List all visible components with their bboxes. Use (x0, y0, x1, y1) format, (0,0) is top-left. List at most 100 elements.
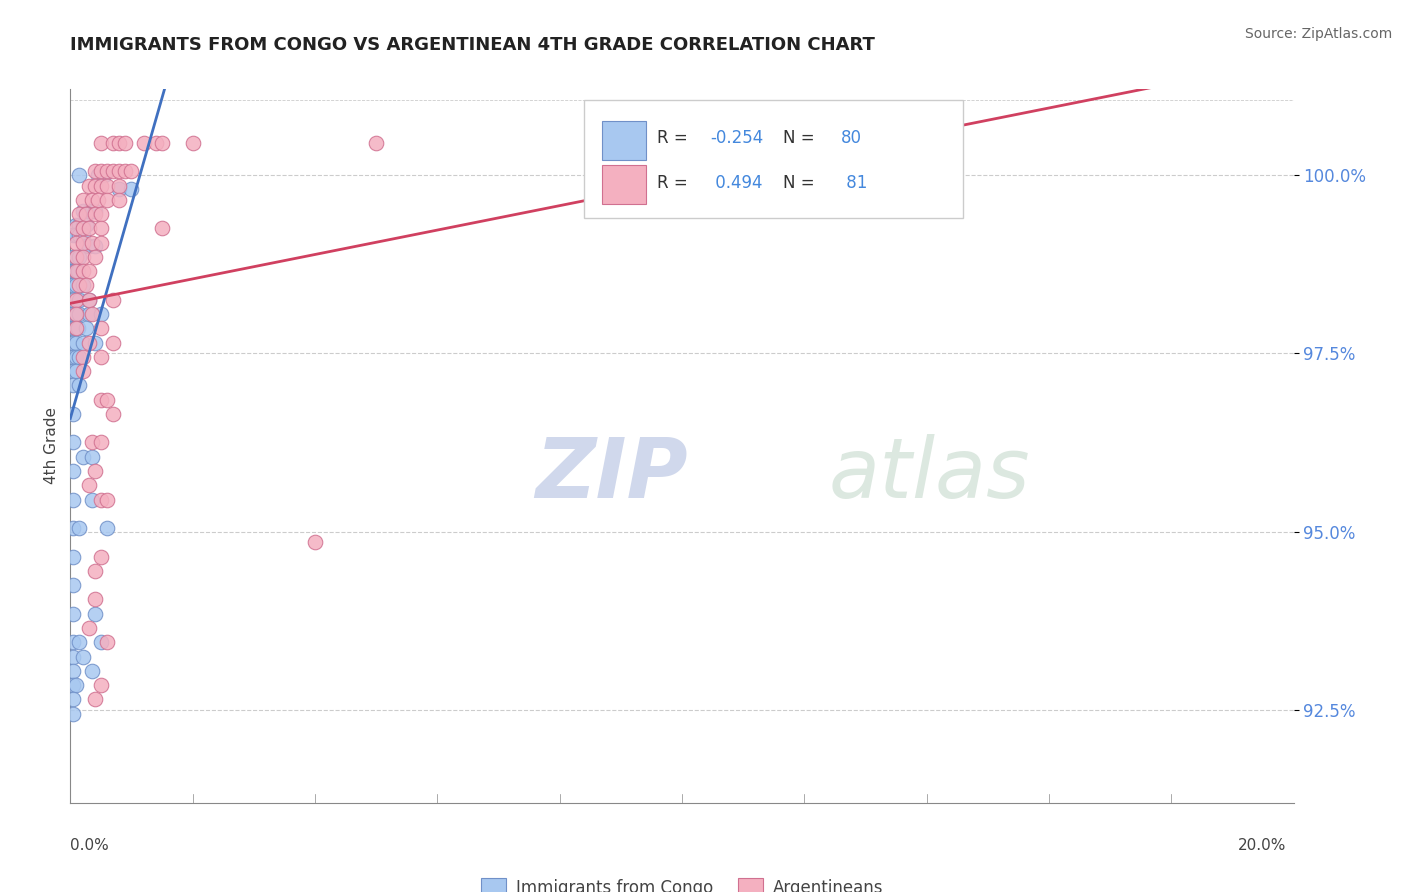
Point (101, 293, 124, 307)
Point (96, 193, 118, 207)
Point (75, 218, 97, 232)
Point (114, 164, 136, 178)
Point (62, 264, 84, 278)
FancyBboxPatch shape (583, 100, 963, 218)
Point (72, 450, 94, 464)
Point (62, 492, 84, 507)
Point (93, 168, 115, 182)
Point (62, 335, 84, 350)
Point (65, 678, 87, 692)
Point (62, 307, 84, 321)
Text: Source: ZipAtlas.com: Source: ZipAtlas.com (1244, 27, 1392, 41)
Point (69, 521, 91, 535)
Point (72, 250, 94, 264)
Point (66, 321, 89, 335)
Point (63, 321, 86, 335)
Y-axis label: 4th Grade: 4th Grade (44, 408, 59, 484)
Point (108, 164, 131, 178)
Point (96, 492, 118, 507)
Point (69, 168, 91, 182)
Point (96, 635, 118, 649)
Point (72, 193, 94, 207)
Point (72, 203, 94, 218)
Point (72, 649, 94, 664)
Point (62, 607, 84, 621)
Text: 81: 81 (841, 174, 868, 192)
Point (96, 521, 118, 535)
Text: 0.494: 0.494 (710, 174, 762, 192)
Point (65, 293, 87, 307)
Point (69, 278, 91, 293)
Point (75, 207, 97, 221)
Point (69, 350, 91, 364)
Point (69, 378, 91, 392)
Point (77, 203, 100, 218)
Point (80, 307, 103, 321)
Point (366, 136, 388, 150)
Point (96, 392, 118, 407)
Point (77, 221, 100, 235)
Point (96, 178, 118, 193)
Point (181, 136, 204, 150)
Point (90, 164, 112, 178)
Point (69, 307, 91, 321)
Point (62, 278, 84, 293)
Text: N =: N = (783, 174, 820, 192)
Point (83, 335, 105, 350)
Point (65, 350, 87, 364)
Text: atlas: atlas (828, 434, 1031, 515)
Point (62, 664, 84, 678)
Point (80, 203, 103, 218)
Point (150, 221, 173, 235)
Point (65, 364, 87, 378)
Point (62, 378, 84, 392)
Point (101, 136, 124, 150)
Point (62, 435, 84, 450)
Point (69, 207, 91, 221)
Point (65, 228, 87, 243)
Point (108, 178, 131, 193)
Text: N =: N = (783, 129, 820, 147)
Point (62, 250, 84, 264)
Point (75, 278, 97, 293)
Point (69, 228, 91, 243)
Point (108, 193, 131, 207)
Point (62, 321, 84, 335)
Point (132, 136, 155, 150)
Point (72, 264, 94, 278)
Point (83, 592, 105, 607)
Point (62, 678, 84, 692)
Point (65, 250, 87, 264)
Point (77, 307, 100, 321)
Point (80, 664, 103, 678)
Point (69, 250, 91, 264)
Point (108, 182, 131, 196)
Text: R =: R = (658, 129, 693, 147)
Point (65, 264, 87, 278)
Point (90, 321, 112, 335)
Point (83, 607, 105, 621)
Point (108, 136, 131, 150)
Point (304, 535, 326, 549)
Point (83, 692, 105, 706)
Point (77, 264, 100, 278)
Point (72, 228, 94, 243)
Point (69, 293, 91, 307)
Point (77, 335, 100, 350)
Point (80, 193, 103, 207)
Text: 20.0%: 20.0% (1239, 838, 1286, 854)
Point (69, 635, 91, 649)
Point (72, 335, 94, 350)
Point (101, 335, 124, 350)
Point (87, 168, 110, 182)
Point (65, 335, 87, 350)
Point (101, 164, 124, 178)
Point (90, 207, 112, 221)
Point (62, 228, 84, 243)
Point (75, 239, 97, 253)
Point (90, 635, 112, 649)
Point (62, 706, 84, 721)
Point (72, 218, 94, 232)
Point (90, 392, 112, 407)
Point (90, 678, 112, 692)
